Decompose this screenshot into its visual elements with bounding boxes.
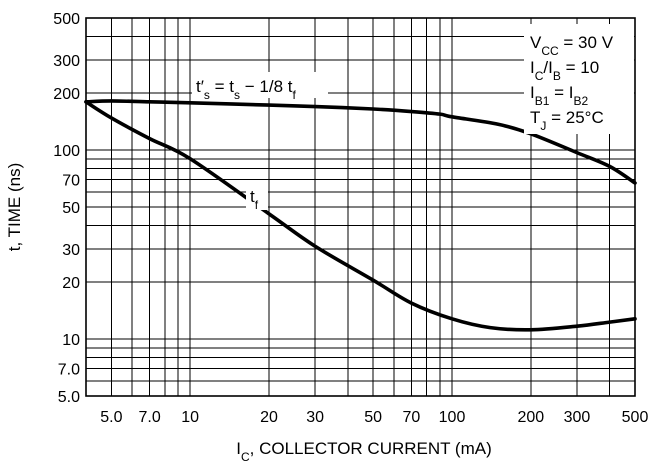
x-axis-title: IC, COLLECTOR CURRENT (mA) bbox=[236, 439, 492, 464]
series-line-fall-time bbox=[84, 100, 637, 332]
x-tick-label: 50 bbox=[364, 409, 382, 426]
y-tick-label: 100 bbox=[53, 143, 80, 160]
x-tick-label: 10 bbox=[181, 409, 199, 426]
y-tick-label: 20 bbox=[62, 275, 80, 292]
x-tick-label: 20 bbox=[260, 409, 278, 426]
y-tick-label: 10 bbox=[62, 332, 80, 349]
y-axis-title: t, TIME (ns) bbox=[5, 163, 24, 251]
series-line-storage-time bbox=[84, 99, 637, 185]
y-tick-label: 500 bbox=[53, 11, 80, 28]
curve-layer bbox=[84, 99, 637, 332]
y-tick-label: 70 bbox=[62, 172, 80, 189]
y-tick-label: 300 bbox=[53, 53, 80, 70]
x-tick-label: 100 bbox=[439, 409, 466, 426]
svg-text:t′s = ts − 1/8 tf: t′s = ts − 1/8 tf bbox=[196, 77, 296, 102]
y-tick-label: 7.0 bbox=[58, 361, 80, 378]
tick-label-layer: 5.0 7.0 10 20 30 50 70 100 200 300 500 5.0 7.0 10 20 30… bbox=[53, 11, 648, 426]
y-tick-label: 200 bbox=[53, 86, 80, 103]
x-tick-label: 500 bbox=[622, 409, 649, 426]
x-tick-label: 7.0 bbox=[139, 409, 161, 426]
x-tick-label: 70 bbox=[403, 409, 421, 426]
conditions-box: VCC = 30 V IC/IB = 10 IB1 = IB2 TJ = 25°… bbox=[524, 24, 634, 134]
y-tick-label: 50 bbox=[62, 200, 80, 217]
x-tick-label: 300 bbox=[564, 409, 591, 426]
x-tick-label: 30 bbox=[306, 409, 324, 426]
y-tick-label: 30 bbox=[62, 242, 80, 259]
series-label-ts: t′s = ts − 1/8 tf bbox=[192, 72, 328, 102]
y-tick-label: 5.0 bbox=[58, 389, 80, 406]
plot-frame bbox=[85, 17, 636, 397]
x-tick-label: 200 bbox=[517, 409, 544, 426]
series-label-tf: tf bbox=[246, 184, 268, 212]
x-tick-label: 5.0 bbox=[100, 409, 122, 426]
svg-text:tf: tf bbox=[250, 187, 259, 212]
